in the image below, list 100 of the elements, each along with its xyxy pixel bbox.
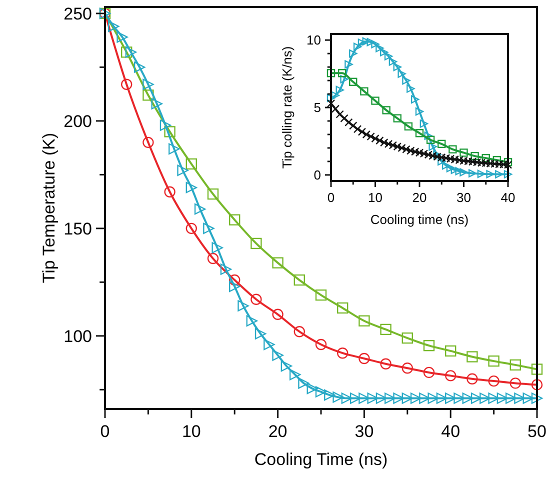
point [423,340,435,352]
point [272,308,284,320]
point [482,154,490,162]
point [350,392,362,404]
point [358,38,366,47]
point [366,38,375,46]
point [380,358,392,370]
x-tick-label: 30 [354,422,374,441]
point [331,91,340,100]
point [410,95,420,104]
point [495,170,504,178]
point [445,392,456,404]
point [340,75,348,84]
point [341,392,353,404]
point [332,392,344,403]
point [280,360,292,372]
point [445,370,456,382]
y-tick-label: 10 [306,32,321,48]
y-axis-title: Tip colling rate (K/ns) [280,46,295,169]
point [466,351,478,362]
point [468,169,477,178]
point [272,257,284,268]
point [393,114,402,122]
point [470,392,482,404]
point [446,164,455,172]
point [505,392,517,404]
point [358,392,370,404]
point [194,203,206,215]
point [349,78,358,86]
point [362,37,370,46]
point [134,62,146,73]
point [116,31,128,43]
point [438,140,446,148]
point [203,222,214,234]
point [488,375,500,387]
x-axis-title: Cooling time (ns) [370,212,469,228]
point [358,352,370,364]
point [151,98,162,110]
y-tick-label: 100 [64,326,92,346]
point [362,130,370,139]
point [337,348,348,359]
point [164,186,176,198]
point [186,182,197,194]
point [306,382,318,394]
point [366,132,375,141]
point [344,60,353,68]
point [315,386,327,398]
point [250,294,262,305]
point [415,107,424,116]
point [380,48,388,56]
point [229,214,240,226]
point [420,120,428,128]
point [448,145,457,154]
x-tick-label: 0 [100,422,110,441]
point [514,392,526,404]
point [436,392,448,404]
point [315,289,327,301]
point [460,148,468,157]
point [264,338,275,350]
point [272,350,284,361]
point [376,392,388,404]
point [402,392,413,404]
x-tick-label: 10 [368,190,382,205]
point [423,366,435,378]
point [402,332,413,344]
point [404,122,413,130]
point [406,84,415,93]
point [125,46,137,58]
point [402,362,413,374]
point [410,392,422,404]
point [466,373,478,385]
point [510,378,521,389]
point [504,170,512,178]
point [338,69,346,78]
y-tick-label: 0 [314,167,321,182]
x-tick-label: 30 [456,190,471,205]
x-tick-label: 40 [441,422,460,441]
point [419,392,430,404]
point [462,392,474,404]
point [442,161,450,170]
point [488,392,500,404]
point [294,326,305,338]
point [121,46,132,58]
point [294,274,305,286]
y-tick-label: 250 [64,4,92,24]
point [531,392,543,404]
point [142,90,154,101]
point [229,280,240,292]
point [250,238,262,250]
point [340,114,348,122]
point [315,338,327,350]
point [388,58,398,66]
point [212,242,223,254]
point [531,364,543,375]
point [510,359,521,371]
point [393,392,404,404]
point [415,129,424,138]
point [393,62,402,72]
point [108,20,120,32]
point [477,170,486,178]
